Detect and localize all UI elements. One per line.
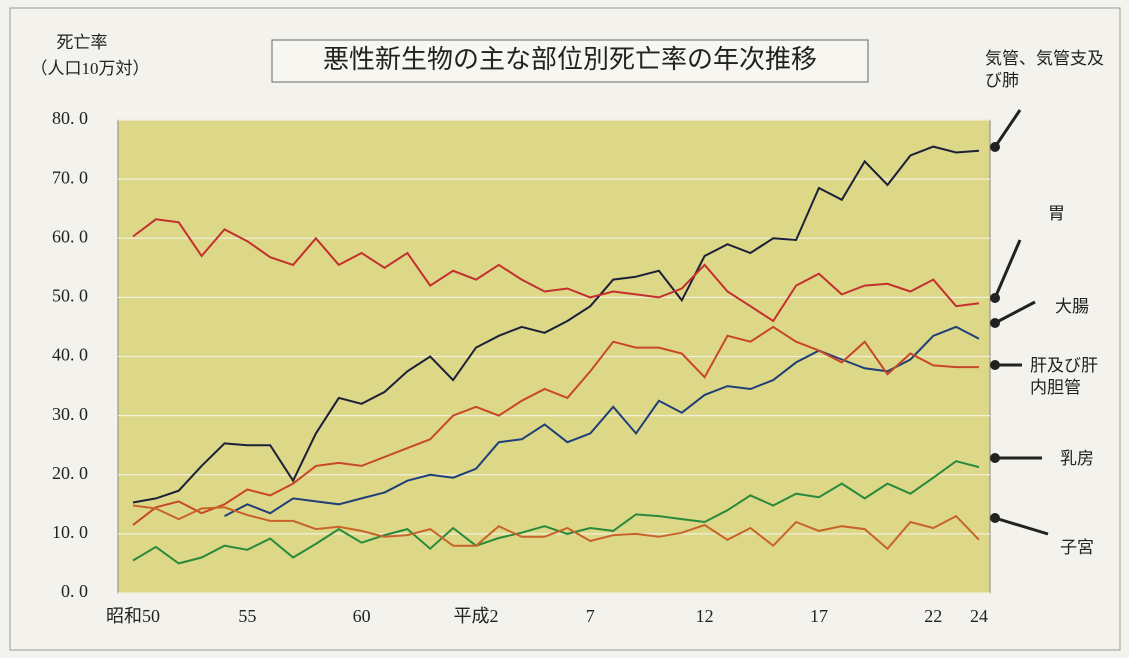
title-box — [271, 39, 869, 83]
y-axis-label: 死亡率 — [57, 33, 108, 52]
leader-dot — [990, 293, 1000, 303]
y-tick-label: 10. 0 — [52, 522, 88, 542]
legend-label: 気管、気管支及び肺 — [985, 49, 1104, 90]
chart-title: 悪性新生物の主な部位別死亡率の年次推移 — [323, 45, 817, 74]
legend-label: 乳房 — [1060, 449, 1094, 468]
series-line — [224, 325, 980, 517]
series-line — [132, 218, 980, 323]
legend-label: 肝及び肝内胆管 — [1030, 356, 1098, 397]
series-line — [132, 460, 980, 565]
leader-line — [993, 109, 1022, 148]
y-tick-label: 40. 0 — [52, 345, 88, 365]
series-line — [132, 504, 980, 551]
leader-dot — [990, 360, 1000, 370]
leader-dot — [990, 453, 1000, 463]
x-tick-label: 12 — [696, 606, 714, 626]
y-tick-label: 20. 0 — [52, 463, 88, 483]
leader-line — [993, 239, 1022, 299]
x-tick-label: 24 — [970, 606, 988, 626]
y-tick-label: 30. 0 — [52, 404, 88, 424]
series-line — [132, 325, 979, 526]
y-tick-label: 60. 0 — [52, 226, 88, 246]
leader-line — [994, 300, 1036, 325]
legend-label: 胃 — [1048, 204, 1065, 223]
leader-dot — [990, 142, 1000, 152]
leader-dot — [990, 513, 1000, 523]
x-tick-label: 平成2 — [453, 606, 498, 626]
series-line — [132, 145, 980, 504]
y-tick-label: 0. 0 — [61, 581, 88, 601]
leader-dot — [990, 318, 1000, 328]
y-tick-label: 80. 0 — [52, 108, 88, 128]
y-tick-label: 70. 0 — [52, 167, 88, 187]
x-tick-label: 7 — [586, 606, 595, 626]
frame — [9, 7, 1121, 651]
x-tick-label: 60 — [353, 606, 371, 626]
legend-label: 子宮 — [1060, 538, 1094, 557]
x-tick-label: 22 — [924, 606, 942, 626]
x-tick-label: 昭和50 — [106, 606, 160, 626]
leader-line — [994, 516, 1049, 536]
legend-label: 大腸 — [1055, 297, 1089, 316]
x-tick-label: 55 — [238, 606, 256, 626]
x-tick-label: 17 — [810, 606, 828, 626]
y-tick-label: 50. 0 — [52, 286, 88, 306]
y-axis-label: （人口10万対） — [31, 59, 150, 78]
